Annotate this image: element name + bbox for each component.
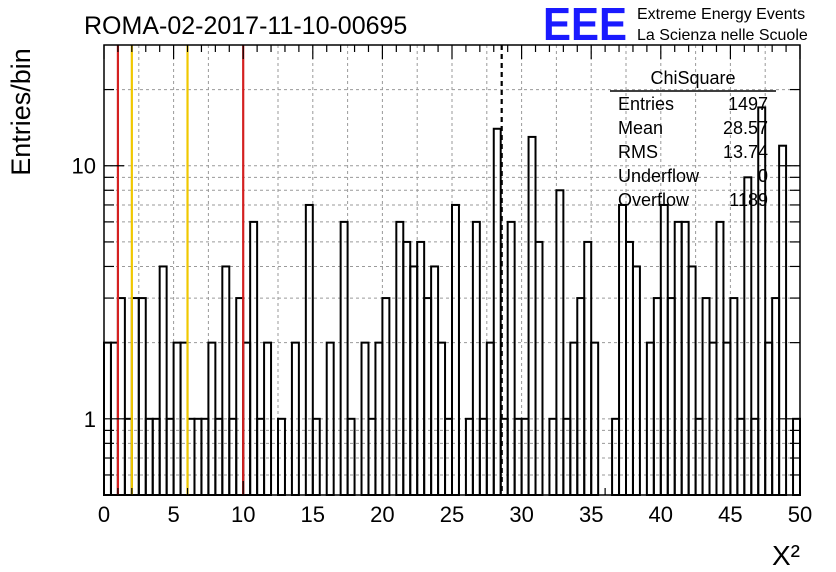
histogram-bar <box>492 127 502 496</box>
stats-box: ChiSquare Entries 1497 Mean 28.57 RMS 13.74 Un… <box>610 68 776 210</box>
x-tick-label: 50 <box>788 502 812 527</box>
histogram-bar <box>778 144 788 497</box>
histogram-bar <box>339 220 349 496</box>
stats-row-label: Mean <box>618 118 663 138</box>
x-tick-label: 15 <box>301 502 325 527</box>
y-tick-label: 1 <box>84 407 96 432</box>
histogram-bar <box>221 265 231 497</box>
histogram-bar <box>158 265 168 497</box>
stats-row-label: Entries <box>618 94 674 114</box>
x-tick-label: 20 <box>370 502 394 527</box>
x-tick-label: 30 <box>509 502 533 527</box>
y-axis-label: Entries/bin <box>6 48 36 176</box>
stats-row-label: Underflow <box>618 166 700 186</box>
histogram-bar <box>583 240 593 496</box>
histogram-bar <box>743 176 753 496</box>
histogram-bar <box>304 203 314 497</box>
histogram-bar <box>715 220 725 496</box>
histogram-bar <box>249 220 259 496</box>
axes <box>103 44 801 496</box>
histogram-bar <box>451 203 460 497</box>
y-tick-labels: 1 10 <box>72 154 96 432</box>
histogram-bar <box>534 240 544 496</box>
stats-row-value: 1497 <box>728 94 768 114</box>
stats-row-value: 28.57 <box>723 118 768 138</box>
histogram-bar <box>471 220 481 496</box>
x-tick-label: 25 <box>440 502 464 527</box>
eee-logo-mark: EEE <box>543 0 627 50</box>
stats-row-value: 13.74 <box>723 142 768 162</box>
x-tick-label: 5 <box>167 502 179 527</box>
histogram-bar <box>381 297 391 496</box>
x-tick-label: 0 <box>98 502 110 527</box>
histogram-bar <box>576 297 586 496</box>
stats-row-label: RMS <box>618 142 658 162</box>
histogram-bar <box>416 240 426 496</box>
eee-logo: EEE Extreme Energy Events La Scienza nel… <box>543 0 808 50</box>
histogram-bar <box>395 220 405 496</box>
histogram-bar <box>430 265 440 497</box>
logo-line-1: Extreme Energy Events <box>637 6 805 23</box>
histogram-bar <box>631 265 641 497</box>
histogram-bar <box>402 240 412 496</box>
x-tick-label: 40 <box>649 502 673 527</box>
marker-lines <box>116 45 503 495</box>
x-tick-label: 45 <box>718 502 742 527</box>
stats-row-value: 1189 <box>729 190 768 210</box>
histogram-bar <box>666 297 676 496</box>
logo-line-2: La Scienza nelle Scuole <box>637 27 808 44</box>
x-tick-label: 10 <box>231 502 255 527</box>
x-tick-label: 35 <box>579 502 603 527</box>
chart-title: ROMA-02-2017-11-10-00695 <box>84 12 407 40</box>
histogram-bar <box>618 203 627 497</box>
histogram-bar <box>652 297 662 496</box>
histogram-bar <box>659 203 669 497</box>
histogram-bar <box>771 297 781 496</box>
histogram-bar <box>673 220 683 496</box>
histogram-bar <box>687 265 697 497</box>
x-axis-label: X² <box>772 540 800 571</box>
histogram-bar <box>409 265 419 497</box>
stats-rows: Entries 1497 Mean 28.57 RMS 13.74 Underflow 0 Ov… <box>618 94 768 210</box>
histogram-bar <box>701 297 711 496</box>
histogram-bar <box>137 297 147 496</box>
stats-row-value: 0 <box>758 166 768 186</box>
histogram-bar <box>506 220 516 496</box>
stats-title: ChiSquare <box>650 68 735 88</box>
histogram-bar <box>423 297 433 496</box>
histogram-bar <box>729 297 739 496</box>
stats-row-label: Overflow <box>618 190 690 210</box>
x-tick-labels: 0 5 10 15 20 25 30 35 40 45 50 <box>98 502 812 527</box>
y-tick-label: 10 <box>72 154 96 179</box>
histogram-bar <box>680 220 690 496</box>
histogram-bar <box>625 240 634 496</box>
